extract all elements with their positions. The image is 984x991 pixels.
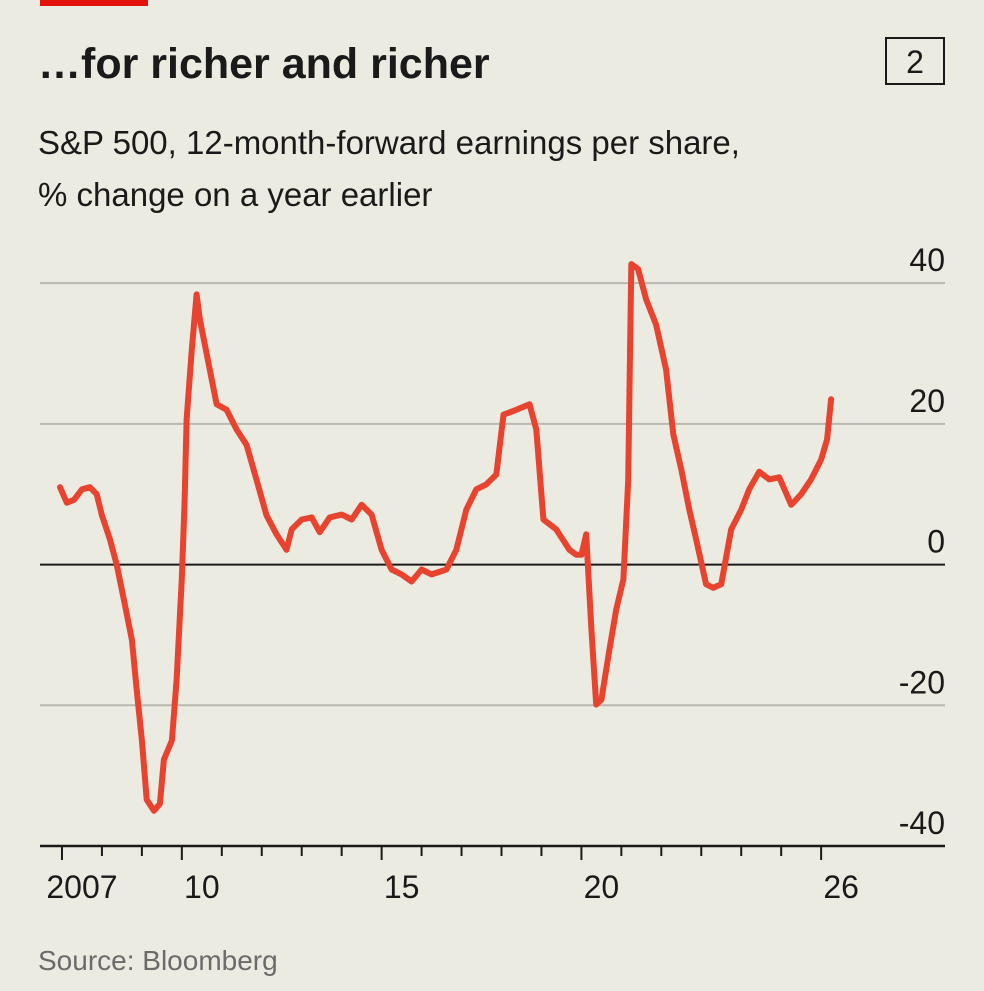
subtitle: S&P 500, 12-month-forward earnings per s…: [38, 124, 740, 161]
chart-title: …for richer and richer: [38, 40, 490, 88]
badge-box: [885, 37, 945, 85]
x-tick-label: 26: [823, 869, 859, 905]
x-tick-label: 20: [584, 869, 620, 905]
y-tick-label: -20: [899, 664, 945, 700]
data-line: [57, 261, 835, 814]
y-tick-label: 0: [927, 524, 945, 560]
y-tick-label: 40: [909, 242, 945, 278]
source: Source: Bloomberg: [38, 945, 278, 976]
y-tick-label: 20: [909, 383, 945, 419]
red-tag: [40, 0, 148, 6]
subtitle: % change on a year earlier: [38, 176, 432, 213]
x-tick-label: 2007: [46, 869, 117, 905]
x-tick-label: 15: [384, 869, 420, 905]
y-tick-label: -40: [899, 805, 945, 841]
badge: 2: [906, 44, 924, 80]
x-tick-label: 10: [184, 869, 220, 905]
